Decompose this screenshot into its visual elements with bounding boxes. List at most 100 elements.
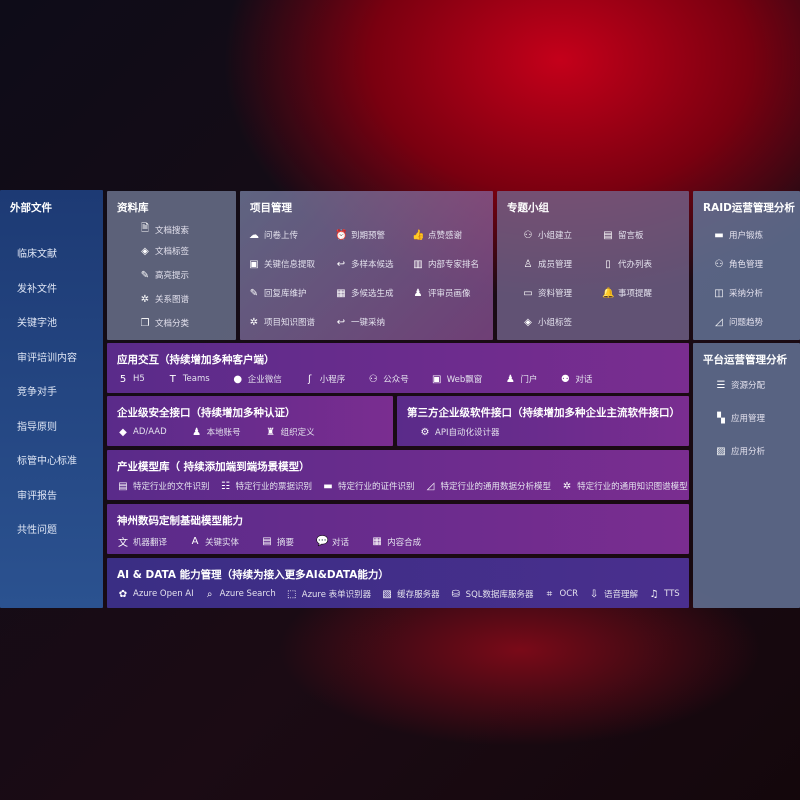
feature-item[interactable]: ▣ Web飘窗 (431, 373, 482, 386)
feature-item[interactable]: ⚉ 对话 (559, 373, 593, 386)
feature-label: 缓存服务器 (397, 590, 440, 600)
feature-label: 关键实体 (205, 537, 240, 548)
folder-icon: ▭ (523, 287, 533, 299)
thirdparty-panel: 第三方企业级软件接口（持续增加多种企业主流软件接口） ⚙ API自动化设计器 (397, 396, 689, 446)
users-icon: ⚇ (523, 229, 533, 241)
feature-item[interactable]: 文机器翻译 (117, 534, 168, 550)
feature-label: 内部专家排名 (428, 260, 480, 270)
feature-item[interactable]: 💬 对话 (316, 534, 349, 549)
external-file-item[interactable]: 指导原则 (17, 421, 57, 433)
feature-item[interactable]: ⚙ API自动化设计器 (419, 426, 500, 439)
external-file-item[interactable]: 关键字池 (17, 318, 57, 329)
feature-item[interactable]: ▧ 缓存服务器 (381, 588, 440, 601)
feature-item[interactable]: ⚇ 角色管理 (713, 258, 764, 271)
feature-item[interactable]: ▯ 代办列表 (602, 258, 652, 271)
feature-item[interactable]: ◈ 文档标签 (139, 245, 189, 258)
feature-item[interactable]: ▬ 特定行业的证件识别 (322, 480, 414, 493)
feature-item[interactable]: ✲ 项目知识图谱 (248, 316, 315, 329)
external-file-item[interactable]: 共性问题 (17, 525, 57, 536)
feature-item[interactable]: ☰ 资源分配 (715, 379, 766, 392)
feature-item[interactable]: ▭ 资料管理 (522, 287, 572, 300)
feature-label: 特定行业的文件识别 (133, 482, 210, 492)
analysis-icon: ▨ (716, 445, 726, 457)
feature-item[interactable]: ◈ 小组标签 (522, 316, 572, 329)
feature-item[interactable]: ⌗ OCR (544, 588, 578, 600)
feature-item[interactable]: ⇩ 语音理解 (588, 588, 638, 601)
feature-item[interactable]: ● 企业微信 (232, 373, 281, 386)
feature-label: 特定行业的票据识别 (235, 482, 313, 492)
feature-item[interactable]: ☷ 特定行业的票据识别 (220, 480, 313, 493)
feature-label: 机器翻译 (133, 537, 168, 548)
feature-item[interactable]: ♟ 评审员画像 (412, 287, 471, 300)
feature-item[interactable]: ▤ 摘要 (261, 534, 294, 549)
feature-item[interactable]: ʃ 小程序 (304, 373, 345, 386)
feature-item[interactable]: ✿ Azure Open AI (117, 588, 194, 600)
feature-item[interactable]: ❐ 文档分类 (139, 317, 190, 330)
feature-item[interactable]: ✲ 关系图谱 (139, 293, 189, 306)
thumbs-up-icon: 👍 (412, 229, 425, 241)
feature-item[interactable]: ⚇ 公众号 (367, 373, 409, 386)
feature-item[interactable]: A 关键实体 (189, 534, 239, 549)
feature-item[interactable]: ↩ 多样本候选 (335, 258, 394, 271)
feature-item[interactable]: ♙ 成员管理 (522, 258, 573, 271)
external-file-item[interactable]: 审评报告 (17, 490, 57, 502)
chart-icon: ◿ (715, 316, 723, 328)
external-file-item[interactable]: 审评培训内容 (17, 352, 77, 364)
base-model-panel: 神州数码定制基础模型能力文机器翻译 A 关键实体 ▤ 摘要 💬 对话 ▦ 内容合成 (107, 504, 689, 554)
user-add-icon: ♙ (523, 258, 533, 270)
feature-item[interactable]: 🔔 事项提醒 (602, 287, 653, 300)
feature-item[interactable]: ✎ 回复库维护 (248, 287, 307, 300)
panel-title: 外部文件 (10, 202, 52, 214)
feature-item[interactable]: ♟ 门户 (504, 373, 538, 386)
feature-item[interactable]: 5 H5 (117, 373, 145, 385)
feature-item[interactable]: ▦ 内容合成 (371, 534, 421, 549)
feature-label: 评审员画像 (428, 289, 471, 299)
feature-item[interactable]: ♫ TTS (648, 588, 680, 600)
feature-label: 问题趋势 (729, 318, 764, 328)
feature-item[interactable]: ♜ 组织定义 (265, 426, 315, 439)
feature-item[interactable]: ◆ AD/AAD (117, 426, 167, 438)
reply-icon: ↩ (336, 258, 346, 270)
feature-item[interactable]: ▤ 特定行业的文件识别 (117, 480, 210, 493)
feature-item[interactable]: ♟ 本地账号 (191, 426, 241, 439)
feature-item[interactable]: ✲ 特定行业的通用知识图谱模型 (561, 480, 688, 493)
reply-icon: ↩ (336, 316, 346, 328)
feature-item[interactable]: ▣ 关键信息提取 (248, 258, 315, 271)
feature-item[interactable]: ▦ 多候选生成 (335, 287, 393, 300)
feature-item[interactable]: ◫ 采纳分析 (713, 287, 763, 300)
pen-icon: ✎ (249, 287, 259, 299)
feature-item[interactable]: T Teams (167, 373, 210, 385)
feature-item[interactable]: ⌕ Azure Search (204, 588, 276, 600)
feature-label: 本地账号 (206, 428, 241, 438)
feature-item[interactable]: ▨ 应用分析 (715, 445, 766, 458)
feature-item[interactable]: ▬ 用户锻炼 (713, 229, 763, 242)
feature-item[interactable]: ↩ 一键采纳 (335, 316, 385, 329)
external-file-item[interactable]: 发补文件 (17, 283, 57, 295)
receipt-icon: ☷ (221, 480, 230, 492)
panel-title: 应用交互（持续增加多种客户端） (117, 354, 275, 366)
feature-label: 问卷上传 (264, 231, 299, 241)
puzzle-icon: ▦ (372, 536, 382, 547)
teams-icon: T (169, 373, 176, 385)
feature-item[interactable]: ⛁ SQL数据库服务器 (450, 588, 533, 601)
feature-label: 事项提醒 (618, 289, 653, 299)
feature-label: 应用分析 (731, 447, 766, 457)
feature-item[interactable]: ☁ 问卷上传 (248, 229, 299, 242)
feature-label: 摘要 (277, 537, 295, 548)
feature-item[interactable]: ⏰ 到期预警 (335, 229, 385, 242)
feature-item[interactable]: ✎ 高亮提示 (139, 269, 189, 282)
html5-icon: 5 (119, 373, 127, 385)
feature-item[interactable]: ⚇ 小组建立 (522, 229, 573, 242)
external-file-item[interactable]: 标管中心标准 (17, 456, 77, 467)
external-file-item[interactable]: 竞争对手 (17, 387, 57, 398)
external-file-item[interactable]: 临床文献 (17, 249, 57, 260)
feature-item[interactable]: ▤ 留言板 (602, 229, 643, 242)
feature-item[interactable]: ⬚ Azure 表单识别器 (286, 588, 371, 601)
feature-item[interactable]: 👍 点赞感谢 (412, 229, 462, 242)
feature-item[interactable]: ◿ 特定行业的通用数据分析模型 (425, 480, 551, 493)
feature-item[interactable]: ◿ 问题趋势 (713, 316, 764, 329)
feature-label: 角色管理 (729, 260, 764, 270)
feature-item[interactable]: ▚ 应用管理 (715, 412, 765, 425)
feature-item[interactable]: ▥ 内部专家排名 (412, 258, 480, 271)
feature-item[interactable]: 🗎 文档搜索 (139, 221, 189, 238)
